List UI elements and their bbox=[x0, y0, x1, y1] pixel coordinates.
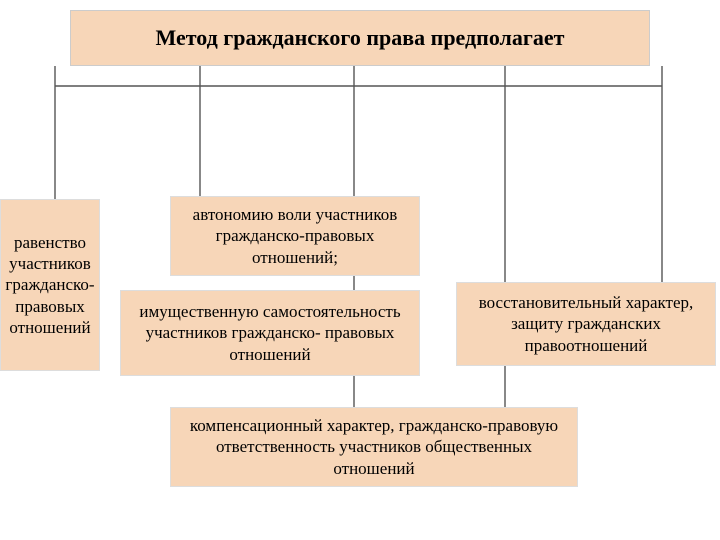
title-text: Метод гражданского права предполагает bbox=[156, 24, 565, 52]
node-property: имущественную самостоятельность участник… bbox=[120, 290, 420, 376]
node-compensation: компенсационный характер, гражданско-пра… bbox=[170, 407, 578, 487]
node-autonomy-text: автономию воли участников гражданско-пра… bbox=[179, 204, 411, 268]
title-box: Метод гражданского права предполагает bbox=[70, 10, 650, 66]
node-autonomy: автономию воли участников гражданско-пра… bbox=[170, 196, 420, 276]
node-restorative-text: восстановительный характер, защиту гражд… bbox=[465, 292, 707, 356]
node-compensation-text: компенсационный характер, гражданско-пра… bbox=[179, 415, 569, 479]
node-equality-text: равенство участников гражданско-правовых… bbox=[5, 232, 94, 338]
node-restorative: восстановительный характер, защиту гражд… bbox=[456, 282, 716, 366]
node-property-text: имущественную самостоятельность участник… bbox=[129, 301, 411, 365]
node-equality: равенство участников гражданско-правовых… bbox=[0, 199, 100, 371]
